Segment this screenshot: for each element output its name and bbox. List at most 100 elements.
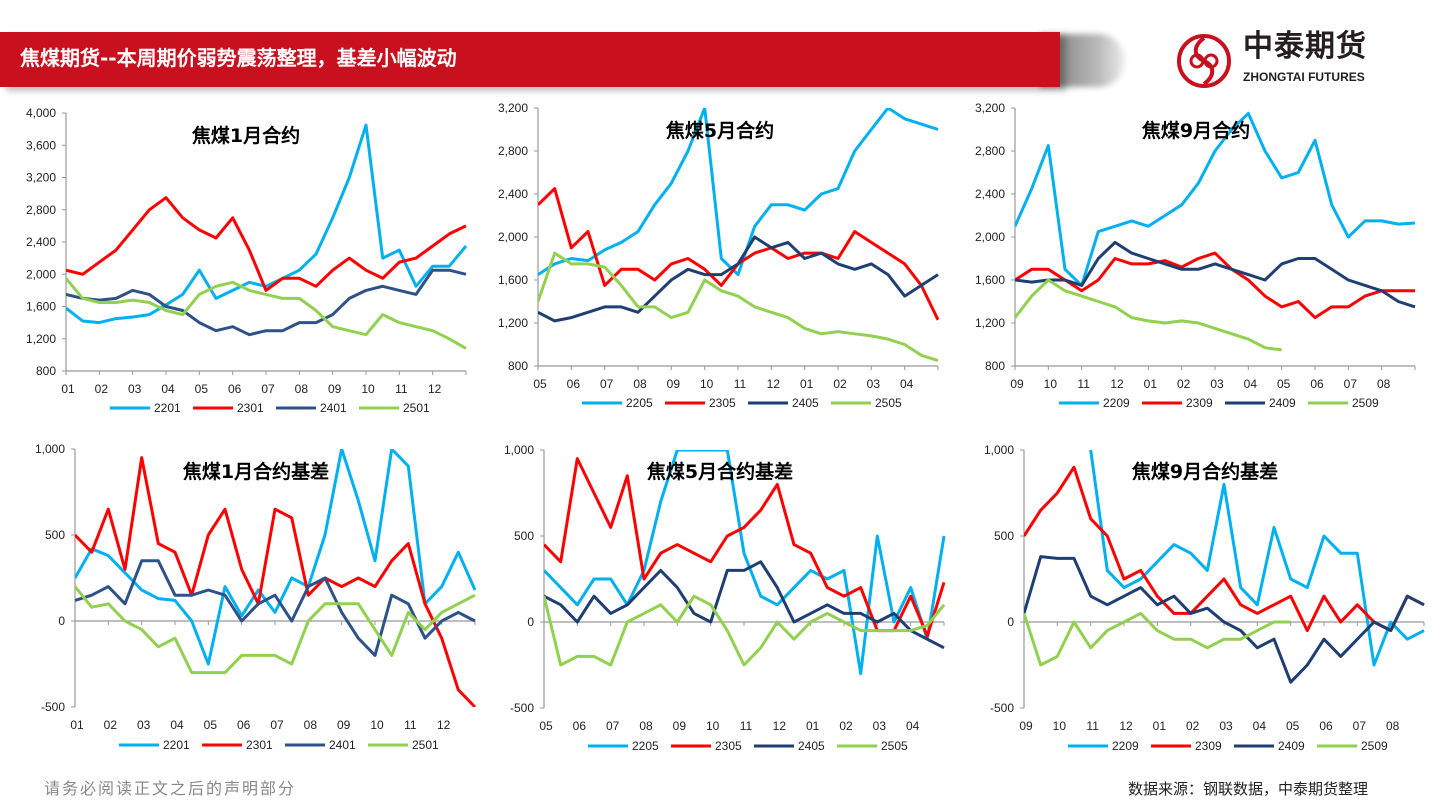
- x-tick-label: 12: [767, 377, 781, 391]
- y-tick-label: -500: [510, 701, 534, 715]
- y-tick-label: 1,000: [504, 443, 534, 457]
- x-tick-label: 09: [667, 377, 681, 391]
- y-tick-label: 1,000: [35, 442, 65, 456]
- x-tick-label: 03: [1210, 377, 1224, 391]
- x-tick-label: 01: [806, 719, 820, 733]
- legend-item: 2205: [588, 739, 659, 753]
- x-tick-label: 06: [1319, 719, 1333, 733]
- y-tick-label: 800: [36, 364, 56, 378]
- y-tick-label: 2,800: [26, 203, 56, 217]
- legend-item: 2505: [831, 396, 902, 410]
- legend-label: 2201: [154, 401, 181, 415]
- page-title: 焦煤期货--本周期价弱势震荡整理，基差小幅波动: [20, 46, 457, 70]
- disclaimer-text: 请务必阅读正文之后的声明部分: [44, 779, 297, 798]
- x-tick-label: 06: [573, 719, 587, 733]
- x-tick-label: 04: [1244, 377, 1258, 391]
- x-tick-label: 09: [1010, 377, 1024, 391]
- x-tick-label: 08: [295, 382, 309, 396]
- x-tick-label: 04: [161, 382, 175, 396]
- title-banner: [0, 32, 1060, 87]
- x-tick-label: 02: [1186, 719, 1200, 733]
- zhongtai-logo-icon: [1177, 34, 1231, 88]
- legend-item: 2305: [665, 396, 736, 410]
- y-tick-label: 800: [508, 359, 528, 373]
- series-line-2309: [1024, 465, 1425, 633]
- y-tick-label: 3,600: [26, 138, 56, 152]
- chart-6: -500 0 500 1,000 09 10 11 12 01 02 03 04 05 06 07 08 焦煤9…: [984, 443, 1425, 753]
- x-tick-label: 11: [1077, 377, 1090, 391]
- x-tick-label: 12: [428, 382, 442, 396]
- logo-text-cn: 中泰期货: [1243, 29, 1367, 64]
- y-tick-label: -500: [41, 700, 65, 714]
- y-tick-label: 500: [514, 529, 534, 543]
- y-tick-label: 500: [45, 528, 65, 542]
- series-line-2201: [75, 449, 477, 666]
- y-tick-label: 2,000: [975, 230, 1005, 244]
- series-line-2205: [538, 108, 939, 277]
- x-tick-label: 07: [270, 718, 284, 732]
- chart-title: 焦煤5月合约: [665, 119, 774, 142]
- legend-label: 2309: [1186, 396, 1213, 410]
- legend-label: 2405: [792, 396, 819, 410]
- chart-3: 800 1,200 1,600 2,000 2,400 2,800 3,200 09 10 11 1…: [975, 101, 1416, 410]
- y-tick-label: 0: [58, 614, 65, 628]
- chart-title: 焦煤5月合约基差: [646, 460, 793, 483]
- x-tick-label: 02: [1177, 377, 1191, 391]
- series-line-2301: [66, 196, 467, 292]
- y-tick-label: 0: [527, 615, 534, 629]
- x-tick-label: 01: [800, 377, 814, 391]
- x-tick-label: 10: [361, 382, 375, 396]
- legend-label: 2209: [1112, 739, 1139, 753]
- legend-item: 2305: [671, 739, 742, 753]
- legend-label: 2401: [329, 738, 356, 752]
- legend-label: 2505: [881, 739, 908, 753]
- x-tick-label: 02: [839, 719, 853, 733]
- x-tick-label: 05: [204, 718, 218, 732]
- legend-label: 2209: [1103, 396, 1130, 410]
- x-tick-label: 03: [1219, 719, 1233, 733]
- chart-5: -500 0 500 1,000 05 06 07 08 09 10 11 12 01 02 03 04 焦煤5…: [504, 443, 946, 753]
- y-tick-label: 2,000: [26, 267, 56, 281]
- legend-item: 2401: [276, 401, 347, 415]
- x-tick-label: 09: [673, 719, 687, 733]
- y-tick-label: 2,800: [975, 144, 1005, 158]
- y-tick-label: 1,600: [498, 273, 528, 287]
- x-tick-label: 12: [1119, 719, 1133, 733]
- x-tick-label: 02: [104, 718, 118, 732]
- series-line-2309: [1015, 251, 1415, 320]
- x-tick-label: 04: [1253, 719, 1267, 733]
- legend-item: 2409: [1225, 396, 1296, 410]
- series-line-2205: [544, 450, 946, 676]
- y-tick-label: 800: [985, 359, 1005, 373]
- series-line-2505: [544, 594, 946, 667]
- legend-label: 2409: [1269, 396, 1296, 410]
- x-tick-label: 09: [1019, 719, 1033, 733]
- y-tick-label: 1,600: [975, 273, 1005, 287]
- x-tick-label: 06: [567, 377, 581, 391]
- legend-item: 2209: [1059, 396, 1130, 410]
- x-tick-label: 11: [404, 718, 417, 732]
- legend-item: 2405: [748, 396, 819, 410]
- x-tick-label: 07: [1344, 377, 1358, 391]
- legend-item: 2509: [1308, 396, 1379, 410]
- legend-label: 2501: [403, 401, 430, 415]
- x-tick-label: 10: [370, 718, 384, 732]
- x-tick-label: 10: [700, 377, 714, 391]
- legend-label: 2205: [632, 739, 659, 753]
- x-tick-label: 04: [906, 719, 920, 733]
- y-tick-label: 2,800: [498, 144, 528, 158]
- x-tick-label: 07: [606, 719, 620, 733]
- x-tick-label: 09: [337, 718, 351, 732]
- x-tick-label: 05: [1277, 377, 1291, 391]
- legend-item: 2501: [359, 401, 430, 415]
- series-line-2505: [538, 251, 939, 363]
- y-tick-label: 3,200: [26, 171, 56, 185]
- y-tick-label: 2,000: [498, 230, 528, 244]
- x-tick-label: 12: [437, 718, 451, 732]
- legend-label: 2305: [709, 396, 736, 410]
- legend-item: 2405: [754, 739, 825, 753]
- x-tick-label: 08: [304, 718, 318, 732]
- legend-label: 2509: [1361, 739, 1388, 753]
- x-tick-label: 09: [328, 382, 342, 396]
- chart-title: 焦煤9月合约基差: [1131, 460, 1278, 483]
